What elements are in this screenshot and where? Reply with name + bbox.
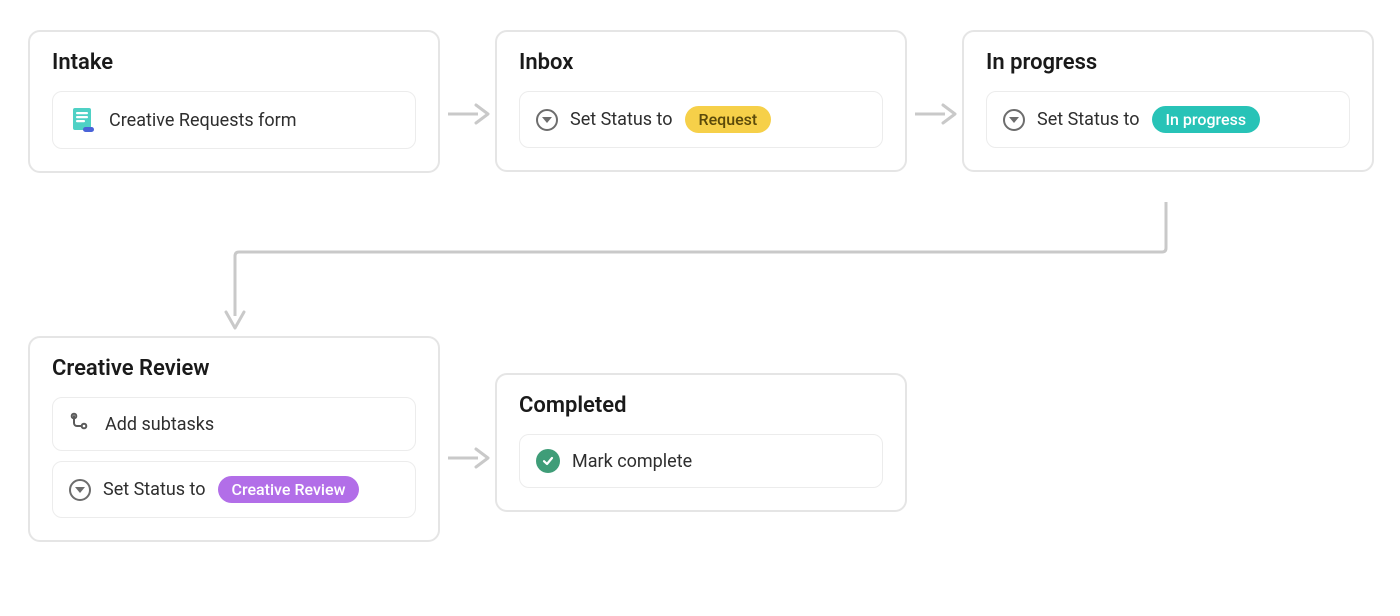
status-pill-creative-review: Creative Review (218, 476, 360, 503)
arrow-review-to-completed (446, 444, 490, 472)
chevron-down-icon (536, 109, 558, 131)
arrow-in-progress-to-review (215, 200, 1170, 336)
stage-title: Completed (519, 393, 883, 418)
form-icon (69, 106, 97, 134)
chevron-down-icon (1003, 109, 1025, 131)
status-pill-in-progress: In progress (1152, 106, 1261, 133)
tile-form[interactable]: Creative Requests form (52, 91, 416, 149)
tile-prefix: Set Status to (1037, 109, 1140, 130)
stage-title: Inbox (519, 50, 883, 75)
tile-set-status-in-progress[interactable]: Set Status to In progress (986, 91, 1350, 148)
workflow-stage-in-progress[interactable]: In progress Set Status to In progress (962, 30, 1374, 172)
tile-add-subtasks[interactable]: Add subtasks (52, 397, 416, 451)
arrow-inbox-to-in-progress (913, 100, 957, 128)
workflow-stage-creative-review[interactable]: Creative Review Add subtasks Set Status … (28, 336, 440, 542)
tile-prefix: Set Status to (103, 479, 206, 500)
tile-label: Creative Requests form (109, 110, 297, 131)
check-circle-icon (536, 449, 560, 473)
tile-set-status-creative-review[interactable]: Set Status to Creative Review (52, 461, 416, 518)
tile-label: Mark complete (572, 451, 692, 472)
tile-set-status-request[interactable]: Set Status to Request (519, 91, 883, 148)
workflow-stage-completed[interactable]: Completed Mark complete (495, 373, 907, 512)
workflow-stage-intake[interactable]: Intake Creative Requests form (28, 30, 440, 173)
stage-title: Intake (52, 50, 416, 75)
workflow-stage-inbox[interactable]: Inbox Set Status to Request (495, 30, 907, 172)
status-pill-request: Request (685, 106, 772, 133)
stage-title: Creative Review (52, 356, 416, 381)
subtask-icon (69, 412, 93, 436)
stage-title: In progress (986, 50, 1350, 75)
tile-prefix: Set Status to (570, 109, 673, 130)
tile-label: Add subtasks (105, 414, 214, 435)
arrow-intake-to-inbox (446, 100, 490, 128)
tile-mark-complete[interactable]: Mark complete (519, 434, 883, 488)
chevron-down-icon (69, 479, 91, 501)
